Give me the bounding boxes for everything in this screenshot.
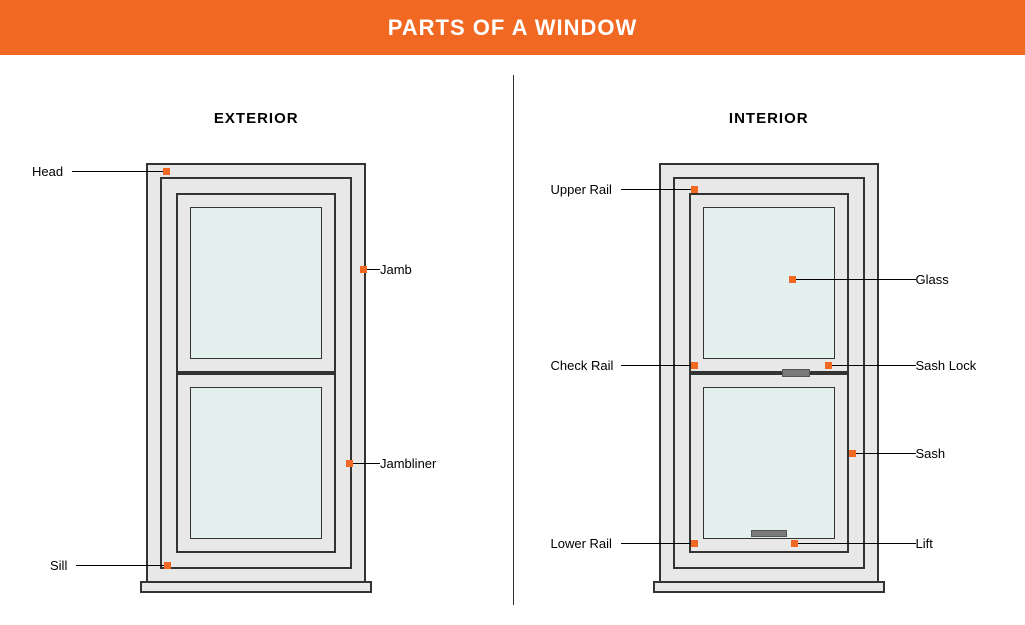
interior-lower-sash [689, 373, 849, 553]
title-banner: PARTS OF A WINDOW [0, 0, 1025, 55]
interior-window [659, 163, 879, 583]
interior-lower-glass [703, 387, 835, 539]
exterior-title: EXTERIOR [0, 110, 513, 127]
callout-marker-sash [849, 450, 856, 457]
callout-marker-lift [791, 540, 798, 547]
callout-line-lower-rail [621, 543, 691, 544]
callout-label-sash-lock: Sash Lock [916, 359, 977, 372]
lift-icon [751, 530, 787, 537]
callout-marker-jamb [360, 266, 367, 273]
exterior-lower-sash [176, 373, 336, 553]
callout-label-jambliner: Jambliner [380, 457, 436, 470]
interior-inner-frame [673, 177, 865, 569]
exterior-window [146, 163, 366, 583]
sash-lock-icon [782, 369, 810, 377]
callout-marker-check-rail [691, 362, 698, 369]
callout-marker-lower-rail [691, 540, 698, 547]
callout-label-jamb: Jamb [380, 263, 412, 276]
exterior-upper-sash [176, 193, 336, 373]
callout-label-lower-rail: Lower Rail [551, 537, 612, 550]
callout-line-upper-rail [621, 189, 691, 190]
callout-line-sash [854, 453, 916, 454]
callout-marker-jambliner [346, 460, 353, 467]
callout-label-upper-rail: Upper Rail [551, 183, 612, 196]
callout-label-glass: Glass [916, 273, 949, 286]
exterior-sill [140, 581, 372, 593]
callout-label-check-rail: Check Rail [551, 359, 614, 372]
callout-line-check-rail [621, 365, 691, 366]
interior-sash-area [689, 193, 849, 553]
exterior-inner-frame [160, 177, 352, 569]
interior-sill [653, 581, 885, 593]
callout-line-sill [76, 565, 164, 566]
exterior-sash-area [176, 193, 336, 553]
callout-line-lift [796, 543, 916, 544]
exterior-panel: EXTERIOR Head Jamb Jambliner Sill [0, 75, 513, 625]
panels-container: EXTERIOR Head Jamb Jambliner Sill INTERIOR [0, 75, 1025, 625]
interior-panel: INTERIOR Upper Rail Glass Check Rail Sash L… [513, 75, 1025, 625]
callout-label-lift: Lift [916, 537, 933, 550]
callout-marker-glass [789, 276, 796, 283]
callout-label-sash: Sash [916, 447, 946, 460]
callout-marker-head [163, 168, 170, 175]
callout-marker-sill [164, 562, 171, 569]
callout-line-sash-lock [829, 365, 916, 366]
exterior-lower-glass [190, 387, 322, 539]
callout-line-jamb [365, 269, 380, 270]
callout-marker-sash-lock [825, 362, 832, 369]
interior-upper-sash [689, 193, 849, 373]
callout-label-head: Head [32, 165, 63, 178]
callout-line-glass [794, 279, 916, 280]
interior-title: INTERIOR [513, 110, 1025, 127]
exterior-upper-glass [190, 207, 322, 359]
callout-line-head [72, 171, 163, 172]
callout-marker-upper-rail [691, 186, 698, 193]
interior-upper-glass [703, 207, 835, 359]
callout-line-jambliner [351, 463, 380, 464]
callout-label-sill: Sill [50, 559, 67, 572]
